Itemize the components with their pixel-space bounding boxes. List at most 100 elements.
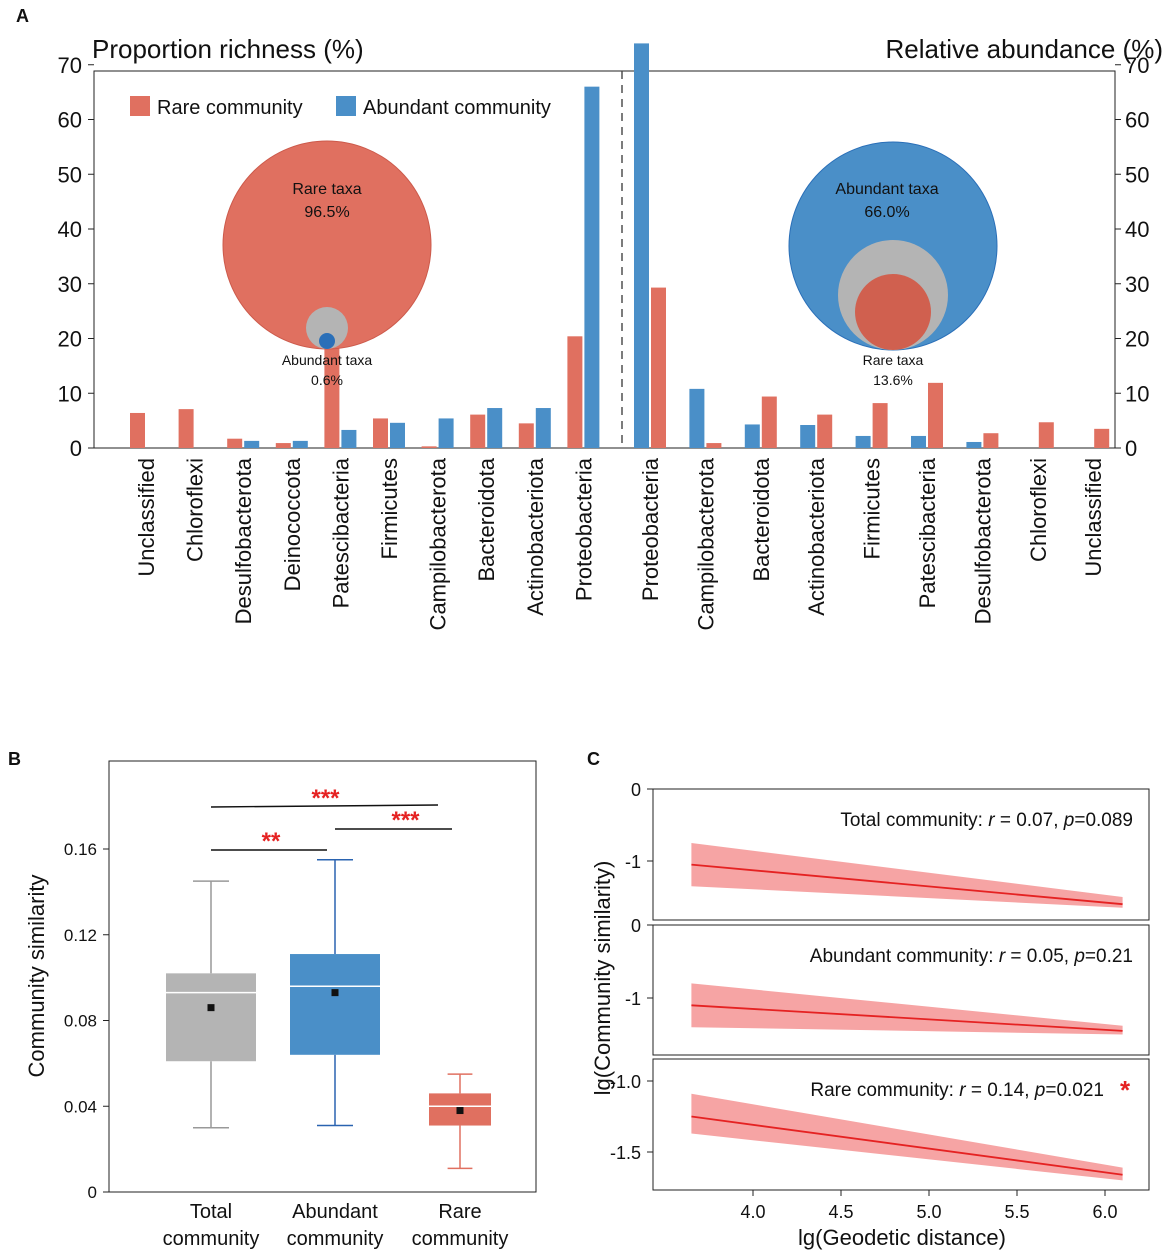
bar-abundant-right	[911, 435, 926, 448]
bar-abundant-left	[244, 440, 260, 448]
b-x-label-line1: Abundant	[292, 1201, 378, 1223]
panel-label-a: A	[16, 6, 29, 26]
bar-rare-right	[1094, 428, 1110, 448]
box-mean-marker	[207, 1004, 215, 1012]
bar-abundant-right	[966, 441, 982, 448]
box-mean-marker	[456, 1107, 464, 1115]
c-y-tick-label: -1.0	[610, 1072, 641, 1092]
bar-abundant-left	[487, 408, 503, 448]
confidence-band	[691, 983, 1123, 1035]
right-tick-label: 40	[1125, 217, 1149, 242]
inset-abundant-label: Abundant taxa	[282, 352, 373, 368]
bar-abundant-right	[634, 43, 649, 449]
c-y-tick-label: -1	[625, 852, 641, 872]
left-tick-label: 60	[58, 108, 82, 133]
bar-rare-left	[324, 341, 340, 448]
bar-rare-right	[928, 382, 943, 448]
c-annotation: Rare community: r = 0.14, p=0.021	[810, 1080, 1104, 1101]
significance-stars: **	[262, 828, 281, 855]
b-x-label-line2: community	[287, 1228, 384, 1250]
bar-rare-left	[470, 414, 486, 448]
bar-abundant-left	[438, 418, 454, 448]
b-x-label-line2: community	[163, 1228, 260, 1250]
left-tick-label: 50	[58, 162, 82, 187]
category-label-right: Campilobacterota	[693, 457, 718, 630]
panel-a-frame	[93, 70, 1116, 449]
category-label-right: Bacteroidota	[749, 457, 774, 581]
inset-rare-value: 96.5%	[304, 204, 349, 221]
bar-rare-right	[761, 396, 777, 448]
right-tick-label: 20	[1125, 327, 1149, 352]
category-label-right: Patescibacteria	[915, 457, 940, 608]
category-label-right: Actinobacteriota	[804, 457, 829, 616]
left-axis-title: Proportion richness (%)	[92, 34, 364, 64]
b-y-tick-label: 0.08	[64, 1012, 97, 1031]
right-tick-label: 0	[1125, 436, 1137, 461]
left-tick-label: 30	[58, 272, 82, 297]
inset-abundant-taxa-circle	[319, 333, 335, 349]
left-tick-label: 10	[58, 381, 82, 406]
b-y-tick-label: 0.12	[64, 926, 97, 945]
bar-rare-left	[227, 438, 243, 448]
bar-rare-right	[1038, 422, 1054, 448]
bar-rare-right	[983, 433, 999, 448]
significance-bar	[210, 804, 439, 808]
legend-swatch-abundant	[336, 96, 356, 116]
bar-abundant-left	[292, 440, 308, 448]
regression-line	[691, 1115, 1123, 1176]
inset-rare-label-right: Rare taxa	[863, 352, 924, 368]
category-label-left: Actinobacteriota	[523, 457, 548, 616]
inset-abundant-label-right: Abundant taxa	[835, 181, 938, 198]
box-mean-marker	[331, 989, 339, 997]
c-y-tick-label: -1	[625, 989, 641, 1009]
inset-intermediate-circle	[306, 307, 348, 349]
c-annotation: Total community: r = 0.07, p=0.089	[840, 810, 1133, 831]
c-y-tick-label: 0	[631, 916, 641, 936]
category-label-left: Campilobacterota	[426, 457, 451, 630]
legend-swatch-rare	[130, 96, 150, 116]
category-label-left: Desulfobacterota	[231, 457, 256, 624]
box-iqr	[290, 954, 380, 1055]
category-label-right: Desulfobacterota	[970, 457, 995, 624]
b-x-label-line2: community	[412, 1228, 509, 1250]
right-tick-label: 50	[1125, 162, 1149, 187]
regression-line	[691, 863, 1123, 906]
category-label-right: Proteobacteria	[638, 457, 663, 601]
left-tick-label: 70	[58, 53, 82, 78]
category-label-left: Firmicutes	[377, 458, 402, 559]
legend-label-rare: Rare community	[157, 97, 303, 119]
b-y-axis-title: Community similarity	[24, 875, 49, 1078]
significance-stars: ***	[311, 785, 340, 812]
bar-abundant-right	[855, 435, 871, 448]
category-label-left: Patescibacteria	[328, 457, 353, 608]
c-subplot-frame	[652, 924, 1150, 1056]
bar-rare-left	[130, 412, 145, 448]
significance-stars: ***	[391, 807, 420, 834]
right-tick-label: 10	[1125, 381, 1149, 406]
b-x-label-line1: Total	[190, 1201, 232, 1223]
bar-abundant-right	[744, 424, 760, 448]
inset-abundant-value-right: 66.0%	[864, 204, 909, 221]
panel-label-b: B	[8, 749, 21, 769]
c-y-tick-label: -1.5	[610, 1143, 641, 1163]
c-x-tick-label: 5.0	[916, 1202, 941, 1222]
b-y-tick-label: 0	[88, 1183, 97, 1202]
b-y-tick-label: 0.16	[64, 840, 97, 859]
category-label-left: Bacteroidota	[474, 457, 499, 581]
right-tick-label: 30	[1125, 272, 1149, 297]
b-x-label-line1: Rare	[438, 1201, 481, 1223]
bar-abundant-left	[535, 408, 551, 448]
c-subplot-frame	[652, 1058, 1150, 1191]
panel-label-c: C	[587, 749, 600, 769]
right-tick-label: 60	[1125, 108, 1149, 133]
bar-abundant-right	[689, 388, 705, 448]
bar-abundant-right	[800, 425, 816, 448]
c-x-tick-label: 4.0	[740, 1202, 765, 1222]
c-x-tick-label: 6.0	[1092, 1202, 1117, 1222]
bar-abundant-left	[390, 422, 405, 448]
category-label-left: Chloroflexi	[183, 458, 208, 562]
bar-rare-left	[275, 443, 291, 448]
left-tick-label: 40	[58, 217, 82, 242]
c-subplot-frame	[652, 788, 1150, 921]
